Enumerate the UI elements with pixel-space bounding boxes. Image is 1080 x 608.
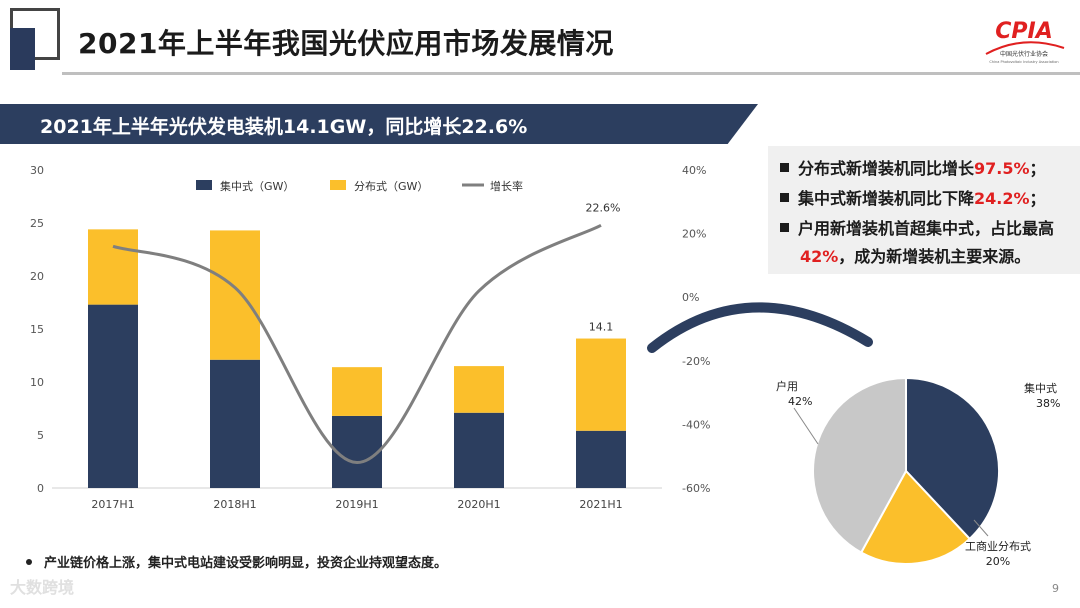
y-tick-label: 5 (37, 429, 44, 442)
bullet-square-icon (780, 163, 789, 172)
pie-value-label: 20% (986, 555, 1010, 568)
pie-slice (812, 376, 907, 554)
footnote: 产业链价格上涨，集中式电站建设受影响明显，投资企业持观望态度。 (26, 552, 447, 571)
growth-rate-label: 22.6% (586, 201, 621, 214)
pie-label: 集中式 (1024, 381, 1057, 395)
pie-label: 户用 (776, 379, 798, 393)
bar-centralized (332, 415, 382, 488)
x-tick-label: 2020H1 (457, 498, 500, 511)
banner-text: 2021年上半年光伏发电装机14.1GW，同比增长22.6% (40, 116, 528, 138)
note-centralized: 集中式新增装机同比下降24.2%； (780, 186, 1046, 212)
section-banner: 2021年上半年光伏发电装机14.1GW，同比增长22.6% (0, 104, 758, 144)
bullet-square-icon (780, 193, 789, 202)
page-title: 2021年上半年我国光伏应用市场发展情况 (78, 27, 614, 60)
key-findings-panel: 分布式新增装机同比增长97.5%； 集中式新增装机同比下降24.2%； 户用新增… (768, 146, 1080, 274)
y2-tick-label: 0% (682, 291, 699, 304)
y-tick-label: 0 (37, 482, 44, 495)
note-distributed: 分布式新增装机同比增长97.5%； (780, 156, 1046, 182)
bar-centralized (576, 430, 626, 488)
installation-share-pie-chart: 集中式 38% 工商业分布式 20% 户用 42% (776, 376, 1060, 568)
x-tick-label: 2019H1 (335, 498, 378, 511)
bar-distributed (88, 229, 138, 305)
bar-distributed (576, 338, 626, 431)
title-block-decoration (10, 28, 35, 70)
bar-distributed (332, 367, 382, 416)
bullet-dot-icon (26, 559, 32, 565)
pie-value-label: 42% (788, 395, 812, 408)
y2-tick-label: 20% (682, 228, 706, 241)
legend-label: 分布式（GW） (354, 180, 428, 193)
bar-centralized (210, 359, 260, 488)
installation-bar-chart: 0 5 10 15 20 25 30 -60% -40% -20% 0% 20% 40% 2017H1 20… (30, 164, 710, 511)
logo-text: CPIA (995, 19, 1052, 44)
y-tick-label: 15 (30, 323, 44, 336)
y2-tick-label: -40% (682, 418, 710, 431)
y-tick-label: 20 (30, 270, 44, 283)
cpia-logo: CPIA 中国光伏行业协会 China Photovoltaic Industr… (985, 19, 1065, 64)
pie-leader-line (973, 519, 989, 537)
pie-value-label: 38% (1036, 397, 1060, 410)
pie-label: 工商业分布式 (965, 539, 1031, 553)
x-tick-label: 2017H1 (91, 498, 134, 511)
logo-subtitle-en: China Photovoltaic Industry Association (989, 60, 1058, 64)
y-tick-label: 25 (30, 217, 44, 230)
legend-label: 集中式（GW） (220, 179, 294, 193)
callout-arc (647, 302, 873, 353)
y-tick-label: 30 (30, 164, 44, 177)
pie-slice (859, 469, 972, 565)
legend-swatch (330, 180, 346, 190)
title-divider (62, 72, 1080, 75)
page-number: 9 (1052, 582, 1059, 595)
x-tick-label: 2018H1 (213, 498, 256, 511)
legend-swatch (196, 180, 212, 190)
pie-leader-line (793, 407, 819, 445)
bar-centralized (454, 412, 504, 488)
y-tick-label: 10 (30, 376, 44, 389)
note-residential: 户用新增装机首超集中式，占比最高 (780, 216, 1054, 242)
note-residential-cont: 42%，成为新增装机主要来源。 (800, 247, 1031, 266)
y2-tick-label: 40% (682, 164, 706, 177)
bar-centralized (88, 304, 138, 488)
legend-label: 增长率 (490, 179, 523, 193)
pie-slice (905, 376, 1000, 541)
watermark: 大数跨境 (10, 578, 75, 597)
y2-tick-label: -20% (682, 355, 710, 368)
bullet-square-icon (780, 223, 789, 232)
bar-total-label: 14.1 (589, 321, 614, 334)
bar-distributed (454, 366, 504, 413)
y2-tick-label: -60% (682, 482, 710, 495)
growth-rate-line (112, 224, 602, 465)
bar-distributed (210, 230, 260, 360)
x-tick-label: 2021H1 (579, 498, 622, 511)
logo-subtitle: 中国光伏行业协会 (1000, 50, 1048, 58)
